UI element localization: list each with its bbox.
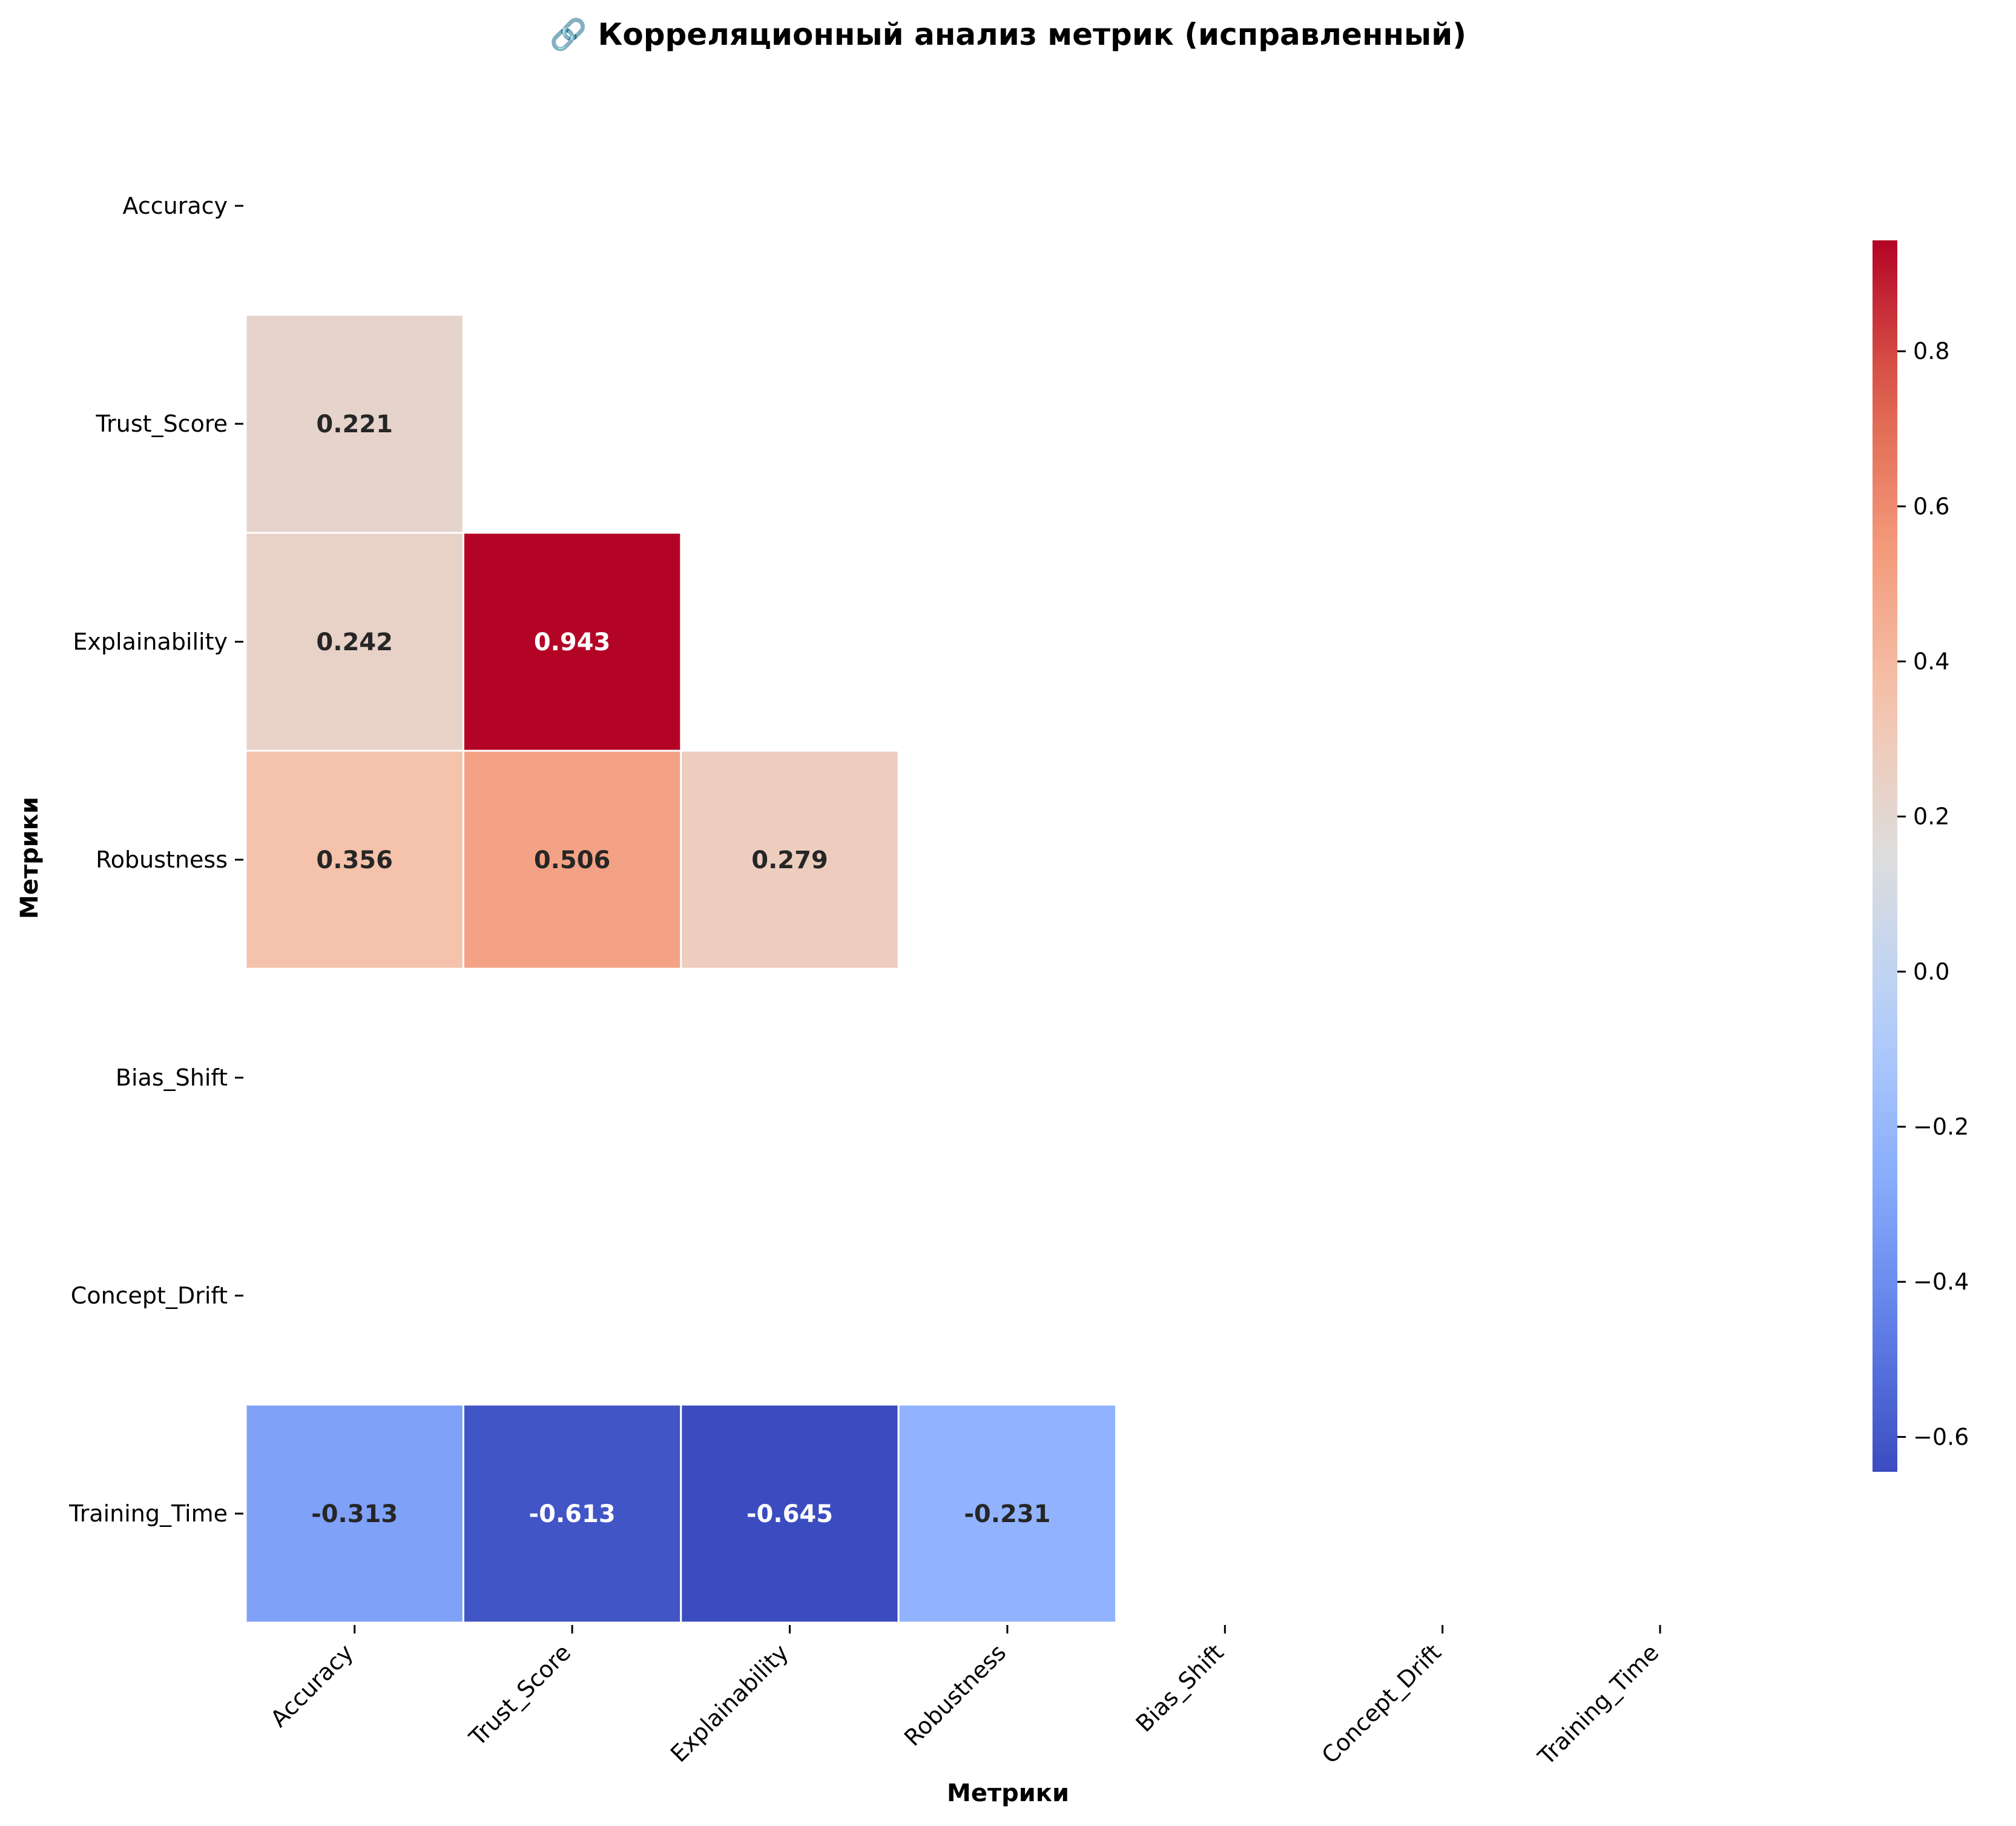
y-axis-ticks: Accuracy Trust_Score Explainability Robustn… [68,193,243,1527]
cell-label-training-time-trust-score: -0.613 [529,1500,616,1528]
chart-title: 🔗 Корреляционный анализ метрик (исправле… [550,16,1466,53]
y-axis-label: Метрики [16,797,44,919]
colorbar-ticks: −0.6 −0.4 −0.2 0.0 0.2 0.4 0.6 0.8 [1897,338,1969,1450]
colorbar-tick-label-6: 0.6 [1913,493,1949,519]
colorbar-tick-label-3: 0.0 [1913,958,1949,985]
colorbar-tick-label-2: −0.2 [1913,1113,1969,1140]
heatmap-cell-explainability-trust-score [462,532,682,752]
cell-label-trust-score-accuracy: 0.221 [316,410,393,438]
heatmap-cell-robustness-accuracy [245,750,464,970]
heatmap-cell-trust-score-accuracy [245,314,464,534]
heatmap-cell-training-time-trust-score [462,1403,682,1624]
colorbar-tick-label-4: 0.2 [1913,803,1949,830]
cell-label-robustness-trust-score: 0.506 [534,846,611,874]
y-tick-label-training-time: Training_Time [68,1500,228,1527]
heatmap-cell-training-time-robustness [897,1403,1118,1624]
colorbar-tick-label-1: −0.4 [1913,1268,1969,1295]
y-tick-label-concept-drift: Concept_Drift [71,1282,228,1309]
y-tick-label-robustness: Robustness [96,846,228,873]
colorbar [1873,240,1897,1472]
colorbar-tick-label-0: −0.6 [1913,1423,1969,1450]
cell-label-training-time-explainability: -0.645 [746,1500,833,1528]
cell-label-training-time-robustness: -0.231 [964,1500,1050,1528]
cell-label-explainability-accuracy: 0.242 [316,628,393,656]
cell-label-robustness-explainability: 0.279 [751,846,828,874]
heatmap-cell-training-time-accuracy [245,1403,464,1624]
heatmap-cell-robustness-explainability [680,750,900,970]
cell-label-training-time-accuracy: -0.313 [311,1500,398,1528]
heatmap-cell-robustness-trust-score [462,750,682,970]
y-tick-label-bias-shift: Bias_Shift [116,1064,228,1091]
y-tick-label-explainability: Explainability [73,628,228,655]
y-tick-label-trust-score: Trust_Score [96,410,228,437]
colorbar-tick-label-5: 0.4 [1913,648,1949,675]
heatmap-cell-explainability-accuracy [245,532,464,752]
heatmap-cell-labels: 0.221 0.242 0.943 0.356 0.506 0.279 -0.313 -0.6… [311,410,1050,1528]
heatmap-cells [245,314,1118,1624]
colorbar-tick-label-7: 0.8 [1913,338,1949,364]
cell-label-explainability-trust-score: 0.943 [534,628,611,656]
heatmap-cell-training-time-explainability [680,1403,900,1624]
y-tick-label-accuracy: Accuracy [123,193,228,219]
cell-label-robustness-accuracy: 0.356 [316,846,393,874]
x-axis-label: Метрики [947,1779,1069,1807]
